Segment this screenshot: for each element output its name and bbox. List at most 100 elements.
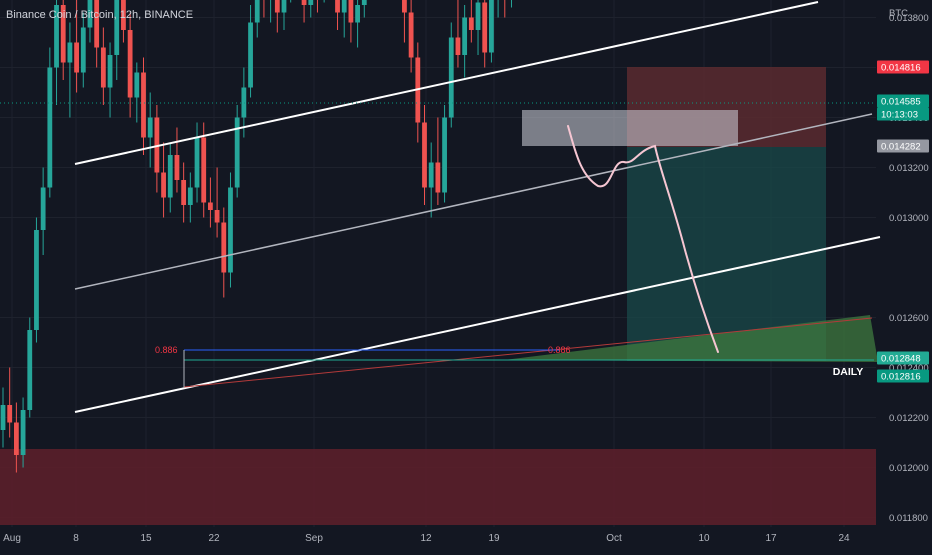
candle-body [20,410,26,455]
y-axis-tick-label: 0.013800 [889,13,929,24]
candle-body [228,187,233,273]
candle-body [308,0,314,5]
upper-channel-line[interactable] [74,1,819,165]
candle-body [54,5,59,68]
candle-body [489,0,494,53]
candle-body [80,27,86,73]
candles [0,0,512,473]
candle-body [147,117,153,138]
candle-body [100,47,106,88]
x-axis-tick-label: Oct [606,533,622,544]
candle-body [141,72,146,138]
x-axis-tick-label: 12 [420,533,432,544]
middle-channel-line[interactable] [74,113,873,290]
candle-body [40,187,46,230]
candle-body [114,0,120,55]
candle-body [107,55,113,88]
price-tag-label: 10:13:03 [881,110,918,121]
candle-body [241,87,247,118]
price-tag [877,351,929,365]
x-axis-tick-label: 24 [838,533,850,544]
drawings: DAILY 0.886 0.886 [0,1,881,413]
y-axis-tick-label: 0.012200 [889,413,929,424]
fib-label: 0.886 [155,345,178,355]
symbol-title: Binance Coin / Bitcoin, 12h, BINANCE [6,9,194,21]
price-tag-label: 0.012848 [881,354,921,365]
price-tag-label: 0.012816 [881,372,921,383]
candle-body [94,0,100,48]
candle-body [301,0,307,5]
y-axis-tick-label: 0.011800 [889,513,928,524]
supply-box [522,110,738,146]
red-trend-line[interactable] [183,317,873,388]
x-axis-tick-label: 19 [488,533,500,544]
candle-body [361,0,367,5]
candle-body [34,230,39,330]
candle-body [187,187,193,205]
candle-body [248,22,253,88]
candle-body [121,0,126,30]
candle-body [422,122,427,188]
candle-body [174,155,180,180]
x-axis-tick-label: 15 [140,533,152,544]
candle-body [402,0,407,13]
candle-body [462,17,468,55]
candle-body [194,137,200,188]
x-axis-tick-label: 17 [765,533,777,544]
x-axis-tick-label: 8 [73,533,79,544]
x-axis-tick-label: Aug [3,533,21,544]
candle-body [87,0,93,28]
candle-body [167,155,173,198]
candle-body [435,162,441,193]
candle-body [468,17,474,30]
candle-body [335,0,340,13]
daily-label: DAILY [833,366,864,378]
candle-body [60,5,66,63]
y-axis-tick-label: 0.013200 [889,163,929,174]
candle-body [13,422,19,455]
candle-body [134,72,140,98]
candle-body [161,172,166,198]
y-axis-tick-label: 0.012600 [889,313,929,324]
fib-label: 0.886 [548,345,571,355]
y-axis-tick-label: 0.013000 [889,213,929,224]
demand-zone [0,449,876,525]
y-axis-tick-label: 0.012400 [889,363,929,374]
projected-path[interactable] [567,125,719,353]
candle-body [221,222,227,273]
price-tag [877,107,929,121]
candle-body [127,30,133,98]
price-tag [877,60,929,74]
x-axis-tick-label: 10 [698,533,710,544]
x-axis-tick-label: 22 [208,533,220,544]
candle-body [482,2,488,53]
candle-body [234,117,240,188]
candle-body [74,42,79,73]
candle-body [274,0,280,13]
lower-channel-line[interactable] [74,236,881,413]
currency-label: BTC [889,8,908,19]
candle-body [448,37,454,118]
candle-body [154,117,160,173]
price-tag [877,94,929,108]
zones [0,67,878,525]
price-tag-label: 0.014585 [881,97,921,108]
candle-body [254,0,260,23]
candle-body [341,0,347,13]
candle-body [355,5,360,23]
candle-body [428,162,434,188]
candle-body [201,137,207,203]
candle-body [67,42,73,63]
x-axis-tick-label: Sep [305,533,323,544]
candle-body [348,0,354,23]
axes: 0.0150000.0148000.0144000.0142000.014000… [3,8,929,544]
candle-body [475,2,481,30]
candle-body [408,12,414,58]
candle-body [208,202,213,210]
price-tag [877,369,929,383]
y-axis-tick-label: 0.012000 [889,463,929,474]
candle-body [0,405,6,430]
candle-body [47,67,53,188]
